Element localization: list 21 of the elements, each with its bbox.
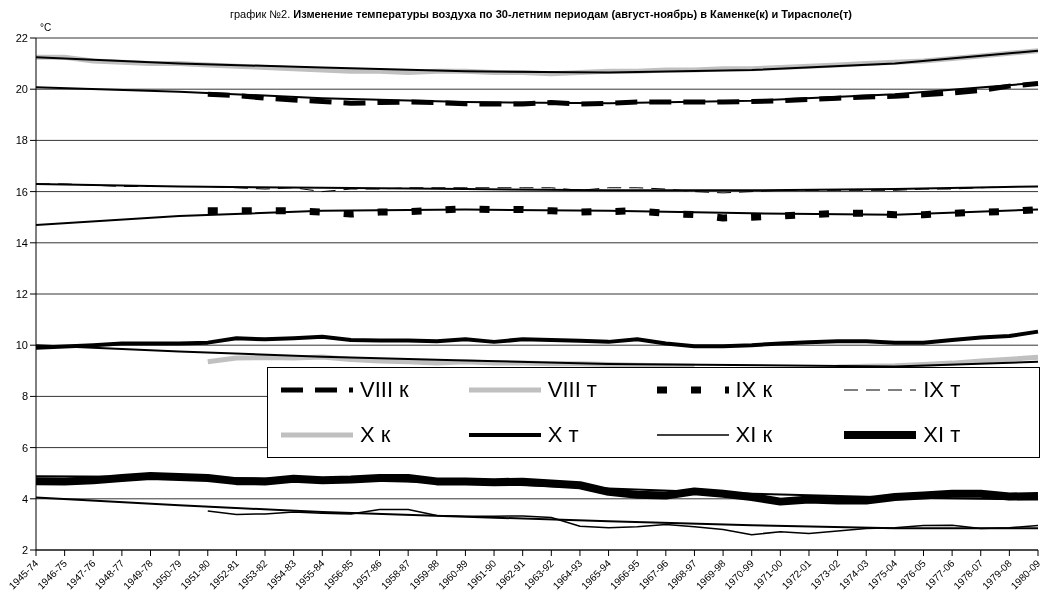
legend-label: X т (547, 421, 579, 448)
legend-label: VIII т (547, 377, 597, 404)
y-tick-label: 8 (21, 390, 28, 403)
y-tick-label: 2 (21, 543, 28, 556)
y-tick-label: 16 (15, 185, 28, 198)
y-tick-label: 20 (15, 83, 28, 96)
legend-label: X к (360, 421, 391, 448)
legend-label: XI т (923, 421, 961, 448)
y-tick-label: 6 (21, 441, 28, 454)
y-tick-label: 14 (15, 236, 28, 249)
y-axis-title: °C (40, 22, 52, 33)
legend-label: IX т (923, 377, 961, 404)
chart-title: график №2. Изменение температуры воздуха по 30-летним периодам (август-ноябрь) в Каменке(к) и Тирасполе(т) (228, 8, 854, 20)
y-tick-label: 22 (15, 31, 28, 44)
legend-label: IX к (735, 377, 773, 404)
y-tick-label: 12 (15, 287, 28, 300)
y-tick-label: 18 (15, 134, 28, 147)
y-tick-label: 10 (15, 339, 28, 352)
legend-label: VIII к (360, 377, 409, 404)
legend-label: XI к (735, 421, 773, 448)
y-tick-label: 4 (21, 492, 28, 505)
